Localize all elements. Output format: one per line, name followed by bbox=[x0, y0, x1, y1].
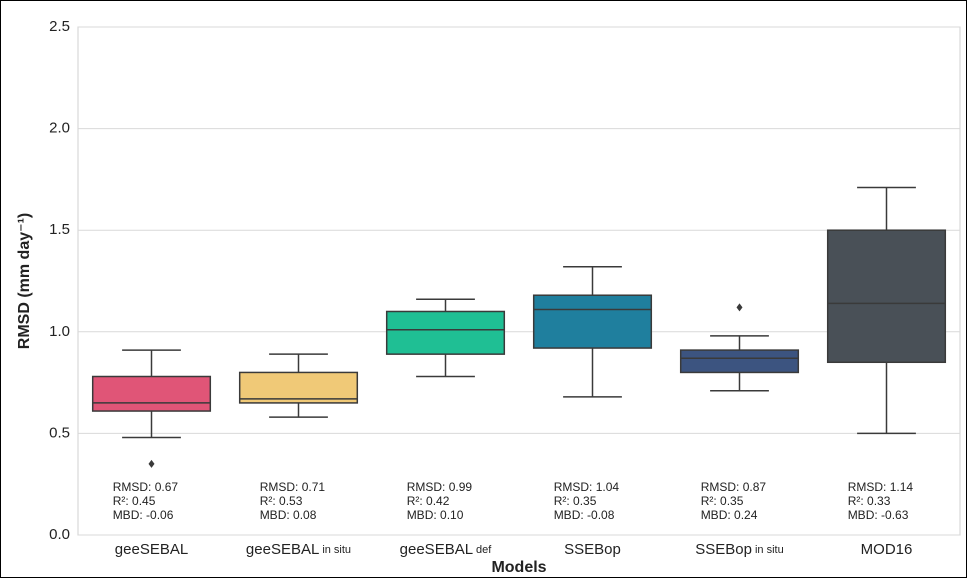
stat-annotation: RMSD: 1.04 bbox=[554, 480, 620, 494]
box bbox=[91, 375, 212, 412]
y-axis-label: RMSD (mm day⁻¹) bbox=[16, 213, 33, 349]
box bbox=[532, 294, 653, 349]
stat-annotation: R²: 0.45 bbox=[113, 494, 156, 508]
x-tick-label: SSEBop in situ bbox=[695, 541, 783, 558]
x-tick-label-main: MOD16 bbox=[861, 541, 913, 558]
y-tick-label: 0.0 bbox=[49, 526, 70, 543]
x-tick-label: SSEBop bbox=[564, 541, 621, 558]
y-tick-label: 2.5 bbox=[49, 18, 70, 35]
stat-annotation: R²: 0.42 bbox=[407, 494, 450, 508]
y-tick-label: 0.5 bbox=[49, 424, 70, 441]
x-axis-label: Models bbox=[491, 559, 546, 576]
box bbox=[238, 371, 359, 404]
stat-annotation: RMSD: 0.67 bbox=[113, 480, 179, 494]
x-tick-label-main: geeSEBAL bbox=[246, 541, 319, 558]
stat-annotation: MBD: 0.24 bbox=[701, 508, 758, 522]
y-tick-label: 2.0 bbox=[49, 120, 70, 137]
x-tick-label-subscript: in situ bbox=[755, 544, 784, 556]
stat-annotation: RMSD: 0.71 bbox=[260, 480, 326, 494]
box bbox=[826, 229, 947, 364]
x-tick-label: MOD16 bbox=[861, 541, 913, 558]
outlier bbox=[148, 459, 155, 468]
x-tick-label: geeSEBAL def bbox=[400, 541, 493, 558]
x-tick-label-subscript: def bbox=[476, 544, 492, 556]
stat-annotation: R²: 0.53 bbox=[260, 494, 303, 508]
stat-annotation: MBD: 0.08 bbox=[260, 508, 317, 522]
stat-annotation: RMSD: 1.14 bbox=[848, 480, 914, 494]
x-tick-label-subscript: in situ bbox=[322, 544, 351, 556]
box bbox=[679, 349, 800, 374]
stat-annotation: RMSD: 0.87 bbox=[701, 480, 767, 494]
x-tick-label: geeSEBAL in situ bbox=[246, 541, 351, 558]
stat-annotation: MBD: -0.63 bbox=[848, 508, 909, 522]
stat-annotation: MBD: -0.06 bbox=[113, 508, 174, 522]
stat-annotation: R²: 0.35 bbox=[554, 494, 597, 508]
y-tick-label: 1.5 bbox=[49, 221, 70, 238]
x-tick-label-main: geeSEBAL bbox=[115, 541, 188, 558]
stat-annotation: MBD: 0.10 bbox=[407, 508, 464, 522]
stat-annotation: MBD: -0.08 bbox=[554, 508, 615, 522]
stat-annotation: R²: 0.35 bbox=[701, 494, 744, 508]
stat-annotation: RMSD: 0.99 bbox=[407, 480, 473, 494]
y-tick-label: 1.0 bbox=[49, 323, 70, 340]
x-tick-label: geeSEBAL bbox=[115, 541, 188, 558]
x-tick-label-main: geeSEBAL bbox=[400, 541, 473, 558]
stat-annotation: R²: 0.33 bbox=[848, 494, 891, 508]
x-tick-label-main: SSEBop bbox=[564, 541, 621, 558]
x-tick-label-main: SSEBop bbox=[695, 541, 752, 558]
outlier bbox=[736, 303, 743, 312]
box bbox=[385, 310, 506, 355]
